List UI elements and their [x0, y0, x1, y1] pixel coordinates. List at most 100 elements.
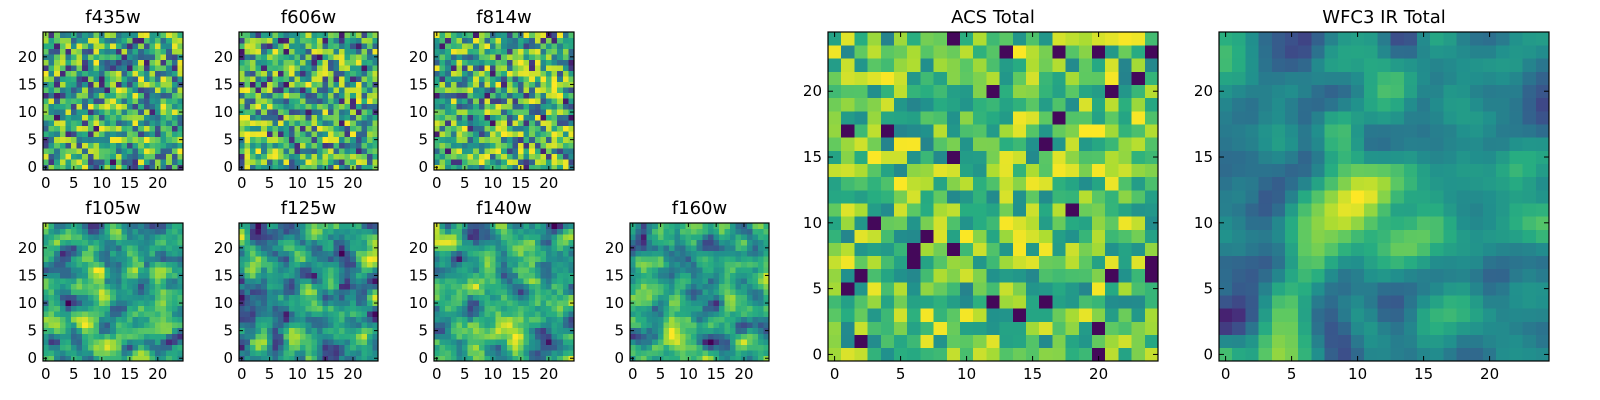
- heatmap-cell: [473, 153, 480, 160]
- heatmap-cell: [568, 228, 575, 235]
- heatmap-cell: [48, 272, 55, 279]
- heatmap-cell: [115, 305, 122, 312]
- heatmap-cell: [272, 239, 279, 246]
- heatmap-cell: [439, 267, 446, 274]
- heatmap-cell: [568, 344, 575, 351]
- heatmap-cell: [534, 114, 541, 121]
- heatmap-cell: [630, 256, 636, 262]
- heatmap-cell: [691, 305, 698, 312]
- heatmap-cell: [763, 322, 770, 329]
- heatmap-cell: [867, 308, 882, 322]
- heatmap-cell: [450, 32, 457, 38]
- heatmap-cell: [361, 322, 368, 329]
- heatmap-cell: [127, 228, 133, 235]
- heatmap-cell: [523, 349, 530, 356]
- heatmap-cell: [99, 92, 105, 99]
- heatmap-cell: [311, 59, 318, 66]
- heatmap-cell: [65, 261, 72, 268]
- heatmap-cell: [506, 250, 513, 257]
- heatmap-cell: [54, 54, 61, 60]
- heatmap-cell: [177, 261, 184, 268]
- heatmap-cell: [171, 333, 178, 340]
- heatmap-cell: [255, 239, 262, 246]
- heatmap-cell: [529, 158, 536, 165]
- heatmap-cell: [305, 43, 312, 49]
- heatmap-cell: [339, 147, 345, 154]
- heatmap-cell: [986, 295, 1000, 309]
- heatmap-cell: [104, 37, 111, 44]
- heatmap-cell: [450, 87, 457, 94]
- heatmap-cell: [529, 109, 536, 116]
- heatmap-cell: [127, 245, 133, 251]
- heatmap-cell: [110, 327, 117, 334]
- heatmap-cell: [115, 239, 122, 246]
- heatmap-cell: [166, 48, 173, 55]
- heatmap-cell: [946, 189, 961, 204]
- heatmap-cell: [48, 48, 55, 55]
- heatmap-cell: [641, 305, 648, 312]
- heatmap-cell: [71, 158, 77, 165]
- heatmap-cell: [518, 70, 524, 77]
- heatmap-cell: [99, 103, 105, 110]
- heatmap-cell: [518, 131, 524, 138]
- heatmap-cell: [121, 283, 128, 290]
- heatmap-cell: [518, 267, 524, 274]
- heatmap-cell: [322, 272, 329, 279]
- heatmap-cell: [65, 103, 72, 110]
- heatmap-cell: [99, 261, 105, 268]
- heatmap-cell: [696, 338, 703, 345]
- heatmap-cell: [691, 267, 698, 274]
- heatmap-cell: [339, 300, 345, 307]
- heatmap-cell: [366, 289, 373, 296]
- heatmap-cell: [322, 349, 329, 356]
- heatmap-cell: [48, 32, 55, 38]
- heatmap-cell: [277, 81, 284, 88]
- heatmap-cell: [110, 234, 117, 240]
- heatmap-cell: [1039, 216, 1053, 230]
- heatmap-cell: [512, 272, 519, 279]
- heatmap-cell: [43, 76, 49, 83]
- heatmap-cell: [512, 289, 519, 296]
- heatmap-cell: [244, 109, 251, 116]
- heatmap-cell: [289, 245, 295, 251]
- heatmap-cell: [641, 349, 648, 356]
- heatmap-cell: [907, 242, 921, 257]
- heatmap-cell: [372, 344, 379, 351]
- heatmap-cell: [445, 311, 452, 318]
- heatmap-cell: [484, 234, 491, 240]
- heatmap-cell: [305, 142, 312, 149]
- heatmap-cell: [523, 261, 530, 268]
- heatmap-cell: [999, 216, 1014, 230]
- heatmap-cell: [155, 278, 161, 285]
- heatmap-cell: [763, 239, 770, 246]
- heatmap-cell: [283, 344, 290, 351]
- heatmap-cell: [250, 54, 257, 60]
- heatmap-cell: [696, 344, 703, 351]
- heatmap-cell: [456, 43, 463, 49]
- heatmap-cell: [110, 103, 117, 110]
- heatmap-cell: [518, 338, 524, 345]
- heatmap-cell: [87, 109, 94, 116]
- heatmap-cell: [333, 81, 340, 88]
- heatmap-cell: [484, 311, 491, 318]
- heatmap-cell: [355, 37, 362, 44]
- heatmap-cell: [1039, 189, 1053, 204]
- heatmap-cell: [244, 333, 251, 340]
- heatmap-cell: [132, 272, 139, 279]
- heatmap-cell: [366, 316, 373, 323]
- heatmap-cell: [127, 142, 133, 149]
- heatmap-cell: [445, 147, 452, 154]
- heatmap-cell: [138, 76, 145, 83]
- heatmap-cell: [562, 87, 569, 94]
- heatmap-cell: [557, 54, 564, 60]
- heatmap-cell: [48, 316, 55, 323]
- heatmap-cell: [702, 355, 709, 362]
- heatmap-cell: [277, 158, 284, 165]
- heatmap-cell: [372, 289, 379, 296]
- heatmap-cell: [724, 256, 731, 262]
- heatmap-cell: [250, 76, 257, 83]
- heatmap-cell: [160, 223, 167, 229]
- heatmap-cell: [1105, 229, 1119, 243]
- heatmap-cell: [434, 65, 440, 71]
- heatmap-cell: [82, 136, 89, 143]
